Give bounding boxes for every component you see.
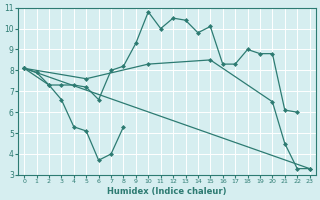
X-axis label: Humidex (Indice chaleur): Humidex (Indice chaleur) [107, 187, 227, 196]
